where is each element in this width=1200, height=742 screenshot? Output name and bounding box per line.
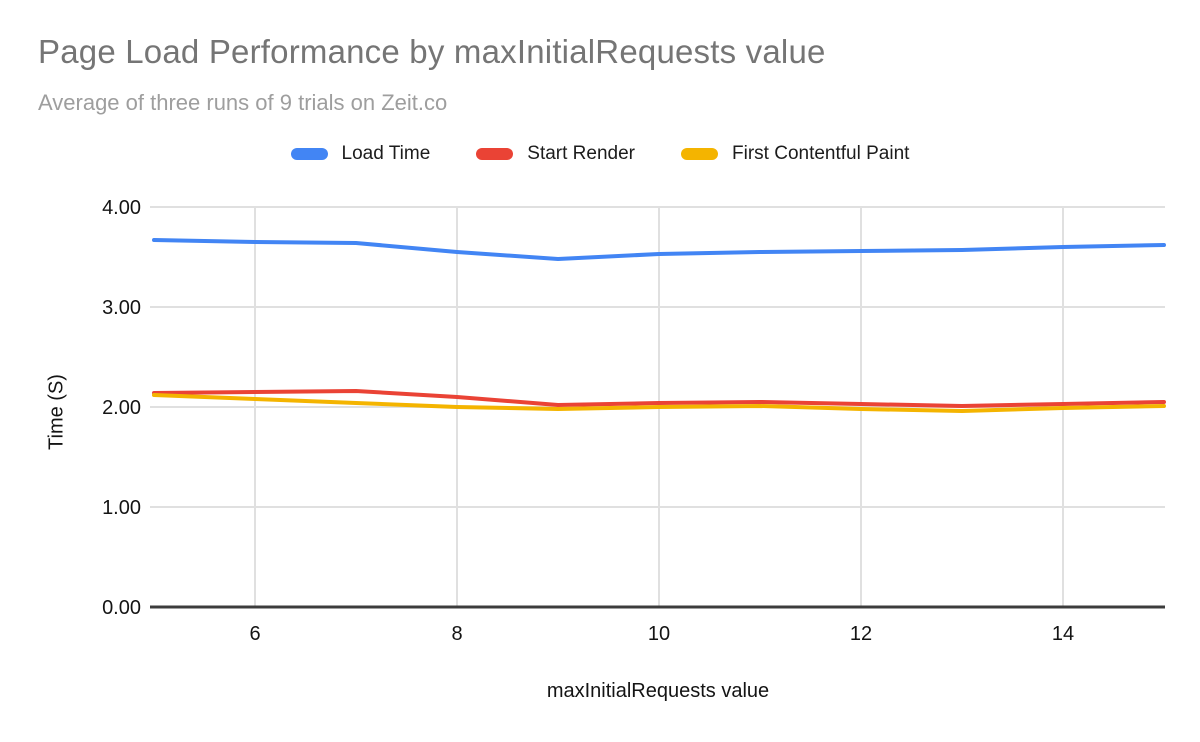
chart-title: Page Load Performance by maxInitialReque… [38, 33, 826, 70]
svg-text:4.00: 4.00 [102, 197, 141, 219]
legend: Load Time Start Render First Contentful … [0, 143, 1200, 165]
svg-text:1.00: 1.00 [102, 497, 141, 519]
svg-text:0.00: 0.00 [102, 597, 141, 619]
legend-item-first-contentful-paint[interactable]: First Contentful Paint [681, 143, 909, 165]
chart-subtitle: Average of three runs of 9 trials on Zei… [38, 90, 448, 115]
svg-text:8: 8 [451, 623, 462, 645]
legend-label-start-render: Start Render [527, 143, 636, 164]
legend-item-load-time[interactable]: Load Time [290, 143, 431, 165]
load-time-color-swatch-icon [290, 148, 328, 160]
svg-text:14: 14 [1052, 623, 1074, 645]
svg-text:10: 10 [648, 623, 670, 645]
x-axis-title: maxInitialRequests value [546, 680, 770, 702]
svg-text:2.00: 2.00 [102, 397, 141, 419]
first-contentful-paint-color-swatch-icon [681, 148, 719, 160]
svg-text:12: 12 [850, 623, 872, 645]
legend-label-load-time: Load Time [341, 143, 431, 164]
y-axis-title: Time (S) [45, 374, 68, 450]
start-render-color-swatch-icon [476, 148, 514, 160]
legend-item-start-render[interactable]: Start Render [476, 143, 635, 165]
svg-text:3.00: 3.00 [102, 297, 141, 319]
svg-text:6: 6 [249, 623, 260, 645]
legend-label-first-contentful-paint: First Contentful Paint [732, 143, 910, 164]
